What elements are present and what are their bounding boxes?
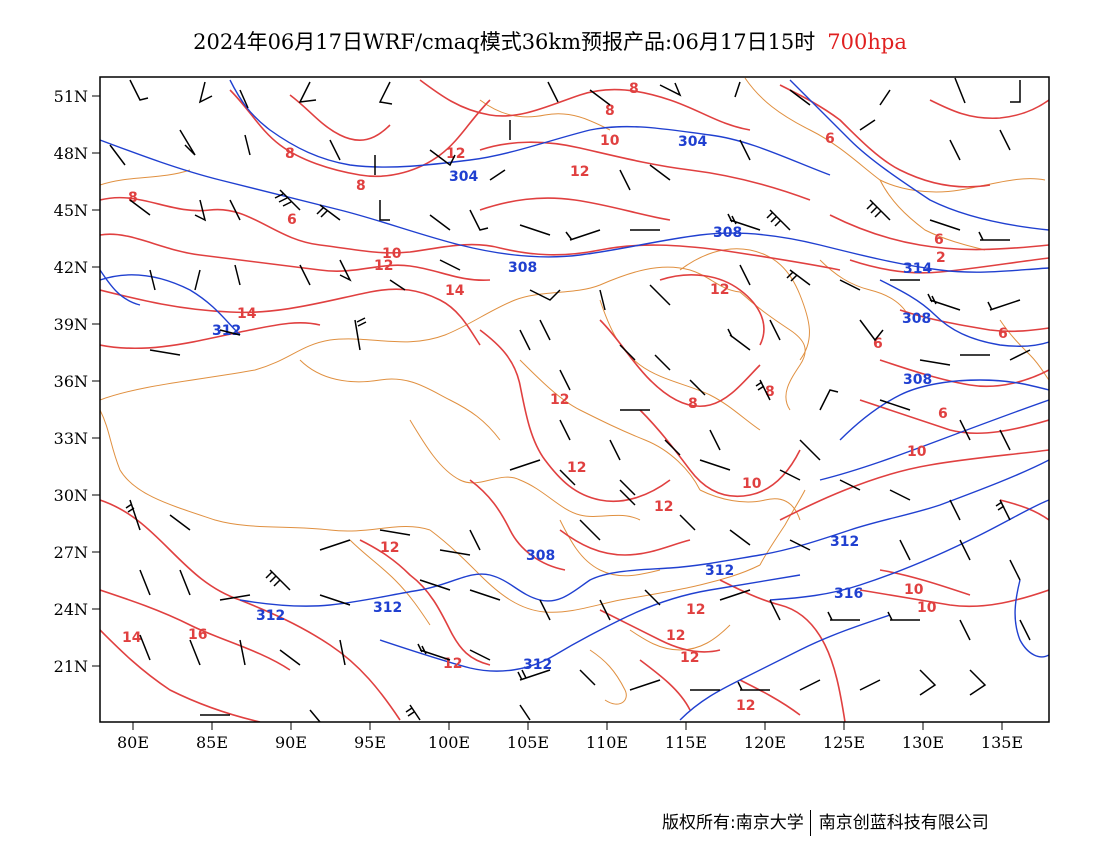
lon-tick-label: 120E <box>744 733 786 752</box>
temp-label: 12 <box>680 650 699 666</box>
temp-label: 8 <box>605 103 615 119</box>
copyright-owner: 版权所有:南京大学 <box>662 813 804 833</box>
lat-tick-label: 27N <box>54 543 88 562</box>
longitude-axis: 80E 85E 90E 95E 100E 105E 110E 115E 120E… <box>117 722 1023 752</box>
company-name: 南京创蓝科技有限公司 <box>818 813 989 833</box>
height-label: 314 <box>903 261 932 277</box>
lat-tick-label: 48N <box>54 144 88 163</box>
lat-tick-label: 36N <box>54 372 88 391</box>
height-labels: 304 304 308 308 312 308 308 312 312 312 … <box>212 134 932 673</box>
height-label: 316 <box>834 586 863 602</box>
lon-tick-label: 85E <box>196 733 228 752</box>
copyright-footer: 版权所有:南京大学 南京创蓝科技有限公司 <box>662 808 989 836</box>
lat-tick-label: 30N <box>54 486 88 505</box>
temp-label: 6 <box>998 326 1008 342</box>
temp-label: 12 <box>654 499 673 515</box>
height-label: 304 <box>449 169 478 185</box>
lat-tick-label: 51N <box>54 87 88 106</box>
pressure-level: 700hpa <box>827 30 907 54</box>
lon-tick-label: 110E <box>586 733 628 752</box>
temp-label: 6 <box>938 406 948 422</box>
lat-tick-label: 24N <box>54 600 88 619</box>
temp-label: 10 <box>904 582 924 598</box>
lon-tick-label: 130E <box>902 733 944 752</box>
lat-tick-label: 33N <box>54 429 88 448</box>
temp-label: 10 <box>382 246 402 262</box>
height-label: 308 <box>713 225 742 241</box>
temp-label: 8 <box>285 146 295 162</box>
temp-label: 12 <box>550 392 569 408</box>
lon-tick-label: 100E <box>428 733 470 752</box>
temp-label: 10 <box>907 444 927 460</box>
temp-label: 8 <box>765 384 775 400</box>
temp-label: 12 <box>686 602 705 618</box>
lon-tick-label: 135E <box>981 733 1023 752</box>
temp-label: 12 <box>710 282 729 298</box>
temp-label: 12 <box>567 460 586 476</box>
footer-divider <box>809 810 811 836</box>
height-contours <box>100 79 1049 721</box>
lat-tick-label: 45N <box>54 201 88 220</box>
temp-label: 6 <box>287 212 297 228</box>
temp-label: 14 <box>237 306 257 322</box>
title-text: 2024年06月17日WRF/cmaq模式36km预报产品:06月17日15时 <box>193 30 816 54</box>
temp-label: 10 <box>917 600 937 616</box>
lon-tick-label: 115E <box>665 733 707 752</box>
temp-label: 14 <box>122 630 142 646</box>
temp-label: 12 <box>446 146 465 162</box>
temp-label: 10 <box>742 476 762 492</box>
lon-tick-label: 90E <box>275 733 307 752</box>
height-label: 312 <box>373 600 402 616</box>
chart-title: 2024年06月17日WRF/cmaq模式36km预报产品:06月17日15时 7… <box>0 26 1100 56</box>
temp-label: 8 <box>356 178 366 194</box>
temp-label: 12 <box>374 258 393 274</box>
temp-label: 6 <box>825 131 835 147</box>
lon-tick-label: 95E <box>354 733 386 752</box>
lon-tick-label: 125E <box>823 733 865 752</box>
height-label: 308 <box>526 548 555 564</box>
height-label: 308 <box>902 311 931 327</box>
height-label: 312 <box>830 534 859 550</box>
height-label: 308 <box>508 260 537 276</box>
temp-label: 14 <box>445 283 465 299</box>
temp-label: 12 <box>736 698 755 714</box>
temp-label: 8 <box>128 190 138 206</box>
temperature-contours <box>100 79 1049 722</box>
height-label: 308 <box>903 372 932 388</box>
lat-tick-label: 21N <box>54 657 88 676</box>
temp-label: 12 <box>570 164 589 180</box>
temp-label: 16 <box>188 627 207 643</box>
temp-label: 12 <box>666 628 685 644</box>
lat-tick-label: 42N <box>54 258 88 277</box>
wind-barbs <box>109 77 1031 722</box>
temp-label: 8 <box>688 396 698 412</box>
height-label: 304 <box>678 134 707 150</box>
temp-label: 6 <box>873 336 883 352</box>
height-label: 312 <box>256 608 285 624</box>
temp-label: 2 <box>936 250 946 266</box>
temp-label: 8 <box>629 81 639 97</box>
lon-tick-label: 105E <box>507 733 549 752</box>
temp-label: 6 <box>934 232 944 248</box>
lon-tick-label: 80E <box>117 733 149 752</box>
plot-frame <box>99 76 1050 723</box>
height-label: 312 <box>705 563 734 579</box>
temp-label: 12 <box>380 540 399 556</box>
height-label: 312 <box>523 657 552 673</box>
temperature-labels: 8 8 8 6 10 12 14 12 14 16 14 12 12 12 12… <box>122 81 1008 714</box>
lat-tick-label: 39N <box>54 315 88 334</box>
latitude-axis: 51N 48N 45N 42N 39N 36N 33N 30N 27N 24N … <box>54 87 100 676</box>
temp-label: 10 <box>600 133 620 149</box>
